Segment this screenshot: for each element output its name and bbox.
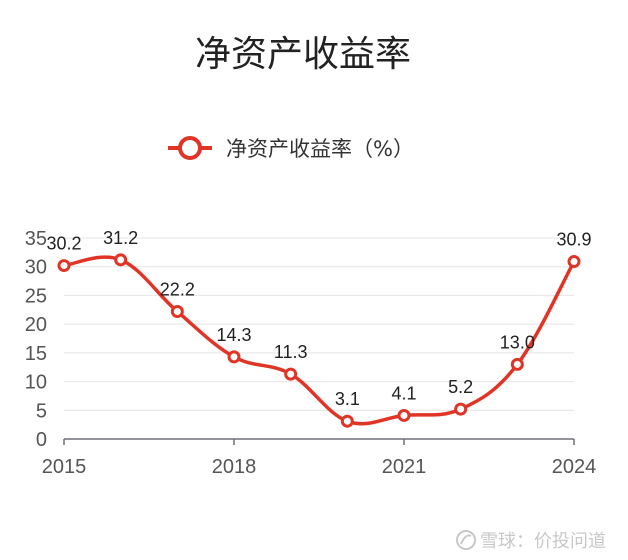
legend-marker-swatch [178, 136, 202, 160]
data-point-2018[interactable] [227, 350, 241, 364]
y-tick-label: 35 [25, 228, 47, 250]
x-tick-label: 2024 [552, 456, 597, 478]
data-points [57, 253, 581, 428]
x-tick-label: 2021 [382, 456, 427, 478]
legend[interactable]: 净资产收益率（%） [168, 136, 414, 161]
data-label-2022: 5.2 [448, 377, 473, 397]
data-labels: 30.2 31.2 22.2 14.3 11.3 3.1 4.1 5.2 13.0 30.9 [46, 228, 591, 409]
data-point-2024[interactable] [567, 255, 581, 269]
data-label-2017: 22.2 [160, 280, 195, 300]
data-label-2023: 13.0 [500, 332, 535, 352]
x-axis: 2015 2018 2021 2024 [42, 438, 597, 478]
data-label-2015: 30.2 [46, 234, 81, 254]
data-point-2021[interactable] [397, 408, 411, 422]
legend-label: 净资产收益率（%） [226, 137, 414, 161]
data-point-2020[interactable] [340, 414, 354, 428]
data-label-2021: 4.1 [391, 383, 416, 403]
grid-lines [64, 237, 574, 411]
y-tick-label: 15 [25, 343, 47, 365]
data-point-2015[interactable] [57, 259, 71, 273]
data-point-2019[interactable] [284, 367, 298, 381]
data-label-2016: 31.2 [103, 228, 138, 248]
data-point-2016[interactable] [114, 253, 128, 267]
watermark-text: 雪球：价投问道 [480, 531, 606, 552]
data-label-2018: 14.3 [216, 325, 251, 345]
series-line-roe [63, 255, 576, 426]
data-point-2022[interactable] [454, 402, 468, 416]
y-tick-label: 10 [25, 372, 47, 394]
y-tick-label: 0 [36, 429, 47, 451]
data-label-2019: 11.3 [274, 342, 308, 362]
snowball-logo-icon [456, 530, 476, 550]
y-tick-label: 25 [25, 285, 47, 307]
x-tick-label: 2015 [42, 456, 87, 478]
chart-title: 净资产收益率 [195, 34, 411, 75]
data-label-2020: 3.1 [335, 389, 360, 409]
data-point-2023[interactable] [510, 357, 524, 371]
watermark: 雪球：价投问道 [456, 530, 606, 552]
y-tick-label: 20 [25, 314, 47, 336]
y-tick-label: 30 [25, 257, 47, 279]
data-label-2024: 30.9 [556, 230, 591, 250]
data-point-2017[interactable] [170, 305, 184, 319]
x-tick-label: 2018 [212, 456, 257, 478]
y-tick-label: 5 [36, 400, 47, 422]
y-axis-ticks: 0 5 10 15 20 25 30 35 [25, 228, 47, 451]
